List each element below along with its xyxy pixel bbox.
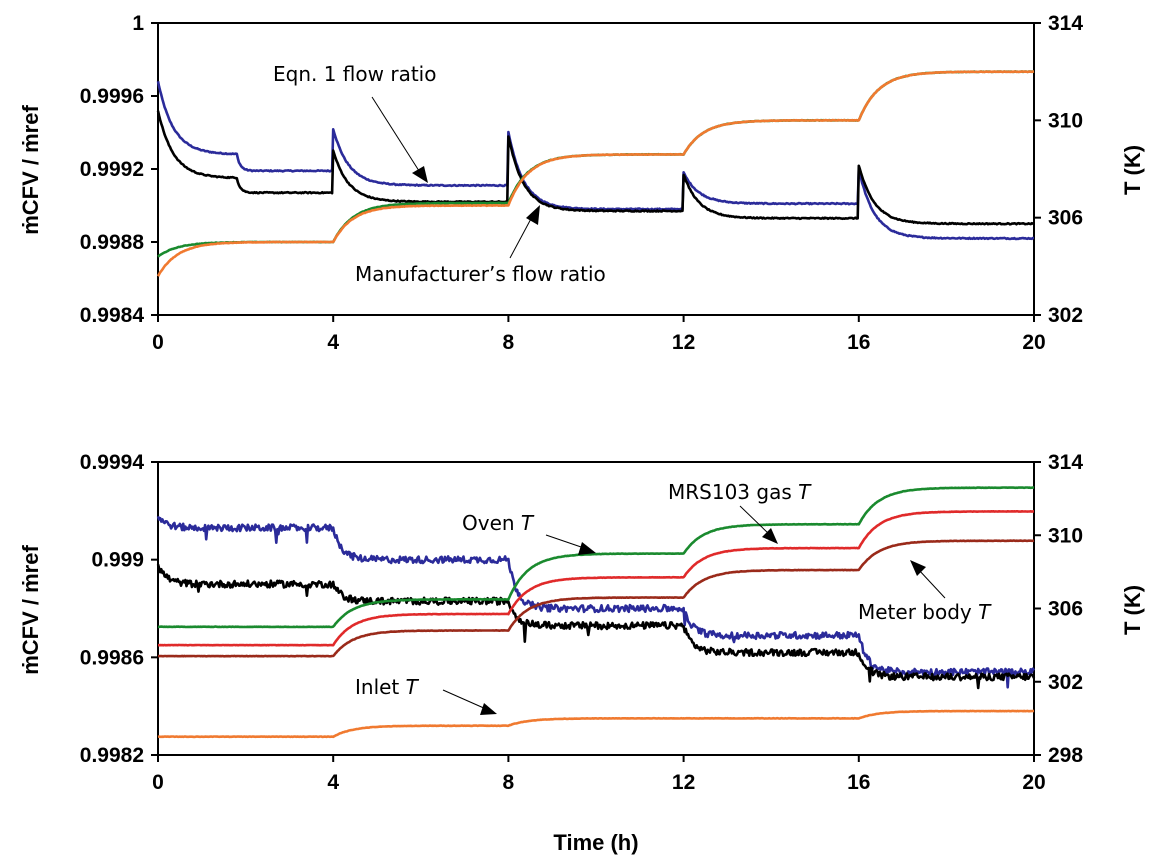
annot-inlet-arrow-head [480,703,497,715]
annot-oven-arrow-line [545,534,585,549]
y-right-tick-label: 314 [1048,451,1083,474]
y-right-tick-label: 302 [1048,671,1083,694]
top-y-right-label: T (K) [1120,145,1145,195]
bottom-y-left-label-text: ṁCFV / ṁref [18,545,43,675]
series-line-orange_top [156,70,1035,277]
annot-meter-body-arrow-head [910,560,926,576]
x-tick-label: 4 [327,331,339,354]
annot-oven: Oven T [462,511,535,535]
bottom-y-right-label-text: T (K) [1120,585,1145,635]
x-tick-label: 8 [503,771,515,794]
annot-oven-text: Oven [462,511,515,535]
annot-inlet-text: Inlet [355,675,399,699]
series-line-inlet [157,709,1035,739]
y-right-tick-label: 306 [1048,598,1083,621]
annot-mrs103-arrow-head [762,528,778,544]
top-y-right-label-text: T (K) [1120,145,1145,195]
annot-oven-t: T [521,511,535,535]
x-tick-label: 20 [1022,771,1045,794]
annot-mrs103: MRS103 gas T [668,480,812,504]
bottom-x-ticks: 0 4 8 12 16 20 [152,755,1046,794]
y-right-tick-label: 298 [1048,744,1083,767]
top-y-right-ticks: 302 306 310 314 [1034,12,1083,327]
y-left-tick-label: 0.9984 [80,304,145,327]
y-left-tick-label: 0.9986 [80,646,144,669]
bottom-y-left-ticks: 0.9982 0.9986 0.999 0.9994 [80,451,158,767]
annot-eqn-flow-ratio: Eqn. 1 flow ratio [273,62,436,86]
y-left-tick-label: 0.999 [91,549,144,572]
y-right-tick-label: 310 [1048,109,1083,132]
bottom-panel: 0 4 8 12 16 20 0.9982 0.9986 0.999 0.9994 298 302… [18,451,1145,855]
y-left-tick-label: 0.9994 [80,451,145,474]
bottom-y-left-label: ṁCFV / ṁref [18,545,43,675]
x-tick-label: 0 [152,331,164,354]
annot-oven-arrow-head [578,542,596,555]
y-right-tick-label: 306 [1048,207,1083,230]
annot-meter-body-text: Meter body [858,600,972,624]
top-x-ticks: 0 4 8 12 16 20 [152,315,1046,354]
annot-mrs103-arrow-line [739,505,771,536]
x-tick-label: 16 [847,331,870,354]
top-y-left-label-text: ṁCFV / ṁref [18,105,43,235]
y-right-tick-label: 314 [1048,12,1083,35]
x-tick-label: 4 [327,771,339,794]
annot-manufacturer-flow-ratio: Manufacturer’s flow ratio [355,262,606,286]
y-left-tick-label: 0.9992 [80,158,144,181]
annot-manufacturer-arrow-line [509,214,534,259]
series-line-eqn [156,515,1036,689]
x-tick-label: 12 [672,331,695,354]
x-axis-label: Time (h) [553,830,638,855]
annot-eqn-arrow-line [371,96,422,175]
series-line-green_top [157,70,1035,258]
bottom-y-right-label: T (K) [1120,585,1145,635]
top-y-left-ticks: 0.9984 0.9988 0.9992 0.9996 1 [80,12,158,327]
annot-manufacturer-arrow-head [526,205,540,225]
bottom-series-group [156,486,1036,739]
series-line-oven [157,486,1035,629]
series-line-manufacturer [156,110,1035,226]
y-right-tick-label: 310 [1048,524,1083,547]
x-tick-label: 8 [503,331,515,354]
y-left-tick-label: 0.9982 [80,744,144,767]
annot-meter-body-arrow-line [917,568,946,599]
series-line-manufacturer [156,563,1036,690]
y-left-tick-label: 0.9988 [80,231,145,254]
annot-inlet-arrow-line [442,689,487,710]
bottom-y-right-ticks: 298 302 306 310 314 [1034,451,1083,767]
x-tick-label: 12 [672,771,695,794]
annot-mrs103-text: MRS103 gas [668,480,792,504]
y-left-tick-label: 1 [132,12,144,35]
series-line-eqn [156,80,1035,241]
annot-meter-body: Meter body T [858,600,992,624]
annot-inlet-t: T [406,675,420,699]
annot-inlet: Inlet T [355,675,420,699]
annot-eqn-arrow-head [412,166,428,183]
x-tick-label: 16 [847,771,870,794]
y-left-tick-label: 0.9996 [80,85,144,108]
top-series-group [156,70,1035,277]
annot-meter-body-t: T [978,600,992,624]
x-tick-label: 0 [152,771,164,794]
top-y-left-label: ṁCFV / ṁref [18,105,43,235]
annot-mrs103-t: T [798,480,812,504]
y-right-tick-label: 302 [1048,304,1083,327]
x-tick-label: 20 [1022,331,1045,354]
series-line-meter_body [157,539,1035,658]
series-line-mrs_gas [157,509,1035,647]
